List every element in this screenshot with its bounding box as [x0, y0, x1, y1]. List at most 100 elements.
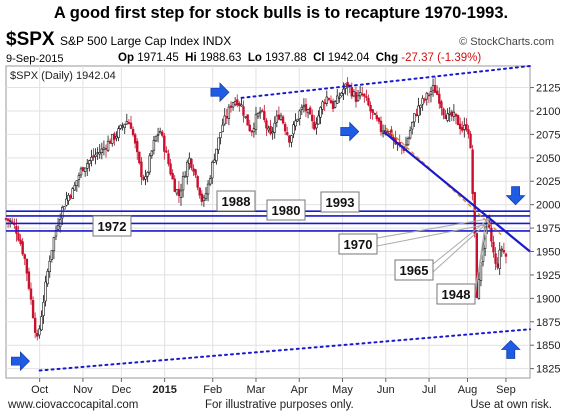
level-label: 1988	[216, 190, 256, 212]
brand-label: © StockCharts.com	[459, 36, 554, 48]
price-bar-body	[156, 133, 160, 136]
price-bar-body	[281, 116, 285, 124]
y-tick-label: 1975	[536, 223, 560, 235]
x-tick-label: Nov	[73, 384, 93, 396]
price-bar-body	[48, 260, 51, 273]
y-tick-label: 1950	[536, 247, 560, 259]
price-bar-body	[198, 187, 201, 196]
price-bar-body	[223, 115, 226, 125]
price-bar-body	[263, 111, 266, 120]
low-label-text: 1948	[442, 287, 471, 302]
price-bar-body	[477, 279, 481, 299]
price-bar-body	[142, 177, 145, 180]
headline: A good first step for stock bulls is to …	[53, 4, 509, 22]
x-tick-label: Jun	[377, 384, 395, 396]
price-bar-body	[67, 195, 70, 201]
price-bar-body	[192, 168, 195, 172]
price-bar-body	[456, 115, 460, 126]
y-tick-label: 2050	[536, 153, 560, 165]
price-bar-body	[377, 117, 381, 122]
price-bar-body	[288, 135, 291, 143]
level-label-text: 1993	[326, 195, 355, 210]
arrow-up-icon	[500, 339, 521, 359]
low-label-box	[338, 233, 378, 255]
x-tick-label: May	[332, 384, 353, 396]
price-bar-body	[379, 120, 383, 132]
open-value: 1971.45	[137, 52, 179, 64]
price-bar-body	[113, 133, 116, 140]
price-bar-body	[102, 147, 106, 150]
price-bar-body	[179, 190, 183, 198]
price-bar-body	[331, 101, 335, 109]
price-bar-body	[90, 157, 93, 161]
price-bar-body	[194, 169, 197, 176]
price-bar-body	[473, 192, 476, 234]
price-bar-body	[475, 232, 478, 298]
price-bar-body	[175, 189, 179, 194]
price-bar-body	[217, 137, 220, 151]
price-bar-body	[108, 140, 112, 144]
x-tick-label: Aug	[458, 384, 478, 396]
y-tick-label: 1925	[536, 270, 560, 282]
x-tick-label: Feb	[203, 384, 222, 396]
x-axis: Oct Nov Dec 2015 Feb Mar Apr May Jun Jul Aug Sep	[31, 378, 516, 396]
leader-line	[376, 224, 486, 247]
price-bar-body	[242, 106, 245, 116]
price-bar-body	[106, 140, 110, 151]
price-bar-body	[440, 101, 443, 109]
price-bar-body	[354, 92, 358, 102]
price-bar-body	[413, 113, 416, 123]
price-bar-body	[436, 90, 439, 95]
price-bar-body	[308, 107, 312, 115]
price-bar-body	[271, 131, 274, 134]
price-bar-body	[8, 220, 12, 222]
price-bar-body	[452, 111, 456, 117]
x-tick-label: Oct	[31, 384, 48, 396]
footer: www.ciovaccocapital.com For illustrative…	[0, 397, 562, 415]
price-bar-body	[363, 93, 366, 97]
price-bar-body	[23, 254, 26, 259]
level-label: 1972	[92, 215, 132, 237]
price-bar-body	[244, 116, 247, 118]
price-bar-body	[256, 113, 260, 117]
price-bar-body	[317, 115, 320, 125]
price-bar-body	[419, 105, 422, 108]
price-bar-body	[333, 101, 337, 108]
price-bar-body	[138, 151, 141, 164]
price-bar-body	[231, 102, 235, 108]
price-bar-body	[415, 114, 418, 116]
price-bar-body	[167, 153, 170, 165]
price-bar-body	[96, 152, 99, 154]
price-bar-body	[63, 206, 66, 210]
price-bar-body	[181, 176, 185, 191]
price-bar-body	[365, 96, 368, 98]
price-bar-body	[342, 88, 345, 94]
price-bar-body	[56, 225, 60, 230]
price-bar-body	[117, 128, 120, 138]
price-bar-body	[50, 250, 54, 260]
price-bar-body	[250, 130, 254, 133]
price-bar-body	[321, 101, 324, 110]
price-bar-body	[502, 250, 506, 253]
trend-lines	[38, 65, 531, 372]
arrow-markers	[11, 82, 526, 372]
price-bar-body	[17, 233, 20, 241]
level-label-text: 1980	[272, 203, 301, 218]
price-bar-body	[131, 129, 135, 136]
price-bar-body	[140, 161, 143, 178]
price-bar-body	[371, 109, 374, 113]
price-bar-body	[369, 104, 372, 112]
price-bar-body	[15, 226, 18, 234]
price-bar-body	[490, 227, 493, 242]
price-bar-body	[306, 109, 310, 114]
price-bar-body	[315, 123, 318, 129]
price-bar-body	[119, 124, 122, 129]
lower-channel-line	[38, 328, 531, 372]
price-bar-body	[286, 132, 289, 135]
price-bar-body	[31, 300, 35, 319]
price-bar-body	[94, 154, 97, 157]
price-bar-body	[129, 122, 133, 129]
price-bar-body	[33, 317, 37, 333]
price-bar-body	[148, 155, 151, 173]
leader-line	[432, 224, 486, 273]
